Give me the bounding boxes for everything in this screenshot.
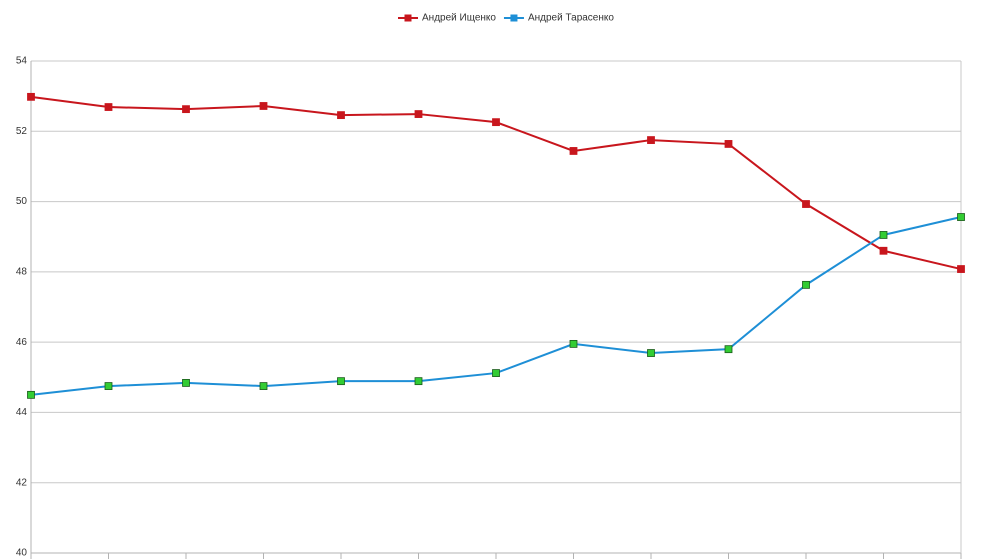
data-point xyxy=(27,92,35,101)
y-tick-label: 54 xyxy=(16,56,28,67)
data-point xyxy=(802,280,810,289)
data-point xyxy=(337,377,345,386)
y-tick-label: 48 xyxy=(16,266,28,277)
data-point xyxy=(957,265,965,273)
y-tick-label: 50 xyxy=(16,196,28,207)
data-point xyxy=(259,382,268,390)
legend-marker xyxy=(404,14,412,22)
data-point xyxy=(259,102,268,110)
data-point xyxy=(182,105,190,114)
data-point xyxy=(414,377,423,386)
data-point xyxy=(337,111,345,120)
data-point xyxy=(647,349,655,357)
y-tick-label: 52 xyxy=(16,126,28,137)
legend-label: Андрей Тарасенко xyxy=(528,13,614,24)
data-point xyxy=(569,147,578,155)
y-tick-label: 40 xyxy=(16,548,28,559)
data-point xyxy=(879,246,888,255)
data-point xyxy=(724,345,733,354)
y-tick-label: 42 xyxy=(16,477,28,488)
series-line xyxy=(30,216,962,396)
data-point xyxy=(104,103,113,111)
y-tick-label: 44 xyxy=(16,407,28,418)
y-tick-label: 46 xyxy=(16,337,28,348)
data-point xyxy=(492,369,500,377)
data-point xyxy=(492,118,500,127)
data-point xyxy=(724,140,733,148)
data-point xyxy=(27,390,35,399)
legend-label: Андрей Ищенко xyxy=(422,13,496,24)
data-point xyxy=(957,213,965,221)
data-point xyxy=(802,200,810,208)
data-point xyxy=(569,339,578,348)
data-point xyxy=(879,231,888,239)
data-point xyxy=(182,379,190,387)
data-point xyxy=(104,382,113,390)
legend-marker xyxy=(510,14,518,22)
data-point xyxy=(647,136,655,144)
data-point xyxy=(414,110,423,118)
